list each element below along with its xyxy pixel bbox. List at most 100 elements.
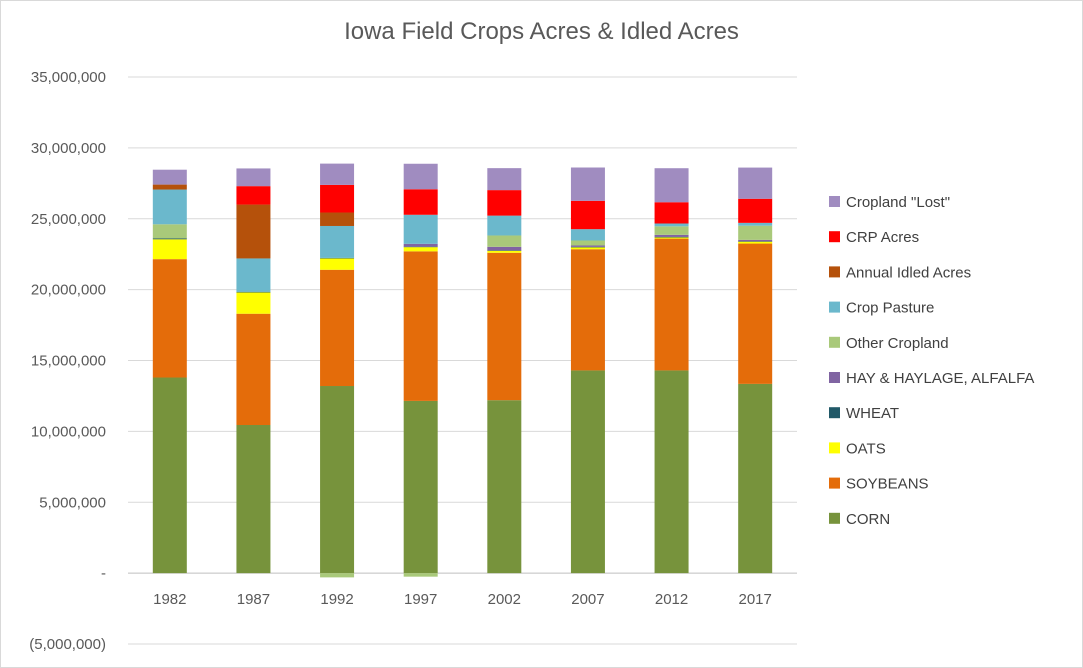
y-tick-label: 5,000,000 [39, 494, 106, 511]
bar-segment [487, 215, 522, 236]
bar-segment [570, 370, 605, 574]
bar-segment [738, 222, 773, 226]
chart-title: Iowa Field Crops Acres & Idled Acres [344, 18, 739, 45]
bar-segment [152, 377, 187, 574]
bar-segment [152, 238, 187, 240]
bar-segment [403, 246, 438, 248]
bar-segment [236, 292, 271, 314]
bar-segment [236, 291, 271, 293]
bar-segment [487, 250, 522, 251]
legend-swatch [829, 266, 840, 278]
bar-segment [152, 169, 187, 185]
x-tick-label: 1982 [153, 591, 186, 608]
bar-segment [403, 247, 438, 252]
bar-segment [654, 370, 689, 574]
legend-swatch [829, 301, 840, 313]
bar-segment [570, 200, 605, 230]
legend: Cropland "Lost" CRP Acres Annual Idled Acr… [829, 194, 1034, 528]
bar-segment [236, 204, 271, 259]
bar-segment [738, 243, 773, 384]
y-tick-label: 20,000,000 [31, 282, 106, 299]
y-tick-label: 25,000,000 [31, 211, 106, 228]
legend-label: SOYBEANS [846, 476, 929, 493]
bar-segment [738, 198, 773, 223]
bar-segment [403, 251, 438, 401]
bar-segment [570, 246, 605, 248]
bar-segment [654, 202, 689, 224]
x-tick-label: 1997 [404, 591, 437, 608]
legend-label: Cropland "Lost" [846, 194, 950, 211]
bar-segment [320, 258, 355, 270]
bar-segment [236, 424, 271, 574]
bar-segment [487, 252, 522, 401]
y-tick-label: 10,000,000 [31, 423, 106, 440]
bar-segment [487, 235, 522, 247]
legend-swatch [829, 196, 840, 207]
legend-label: CORN [846, 511, 890, 528]
legend-item: OATS [829, 440, 886, 457]
bar-segment [570, 247, 605, 250]
x-tick-label: 2012 [655, 591, 688, 608]
bar-segment [570, 167, 605, 201]
bar-segment [320, 386, 355, 574]
bar-segment [236, 186, 271, 205]
bar-segment [152, 184, 187, 190]
bar-segment [236, 258, 271, 292]
bar-segment [320, 163, 355, 185]
bar-segment [487, 168, 522, 191]
legend-item: Other Cropland [829, 335, 949, 352]
legend-label: Annual Idled Acres [846, 264, 971, 281]
legend-item: Annual Idled Acres [829, 264, 971, 281]
bar-segment [738, 241, 773, 244]
bar-segment [487, 250, 522, 253]
legend-item: CRP Acres [829, 229, 919, 246]
legend-swatch [829, 231, 840, 243]
legend-swatch [829, 477, 840, 489]
x-tick-label: 1992 [320, 591, 353, 608]
legend-item: HAY & HAYLAGE, ALFALFA [829, 370, 1034, 387]
legend-label: HAY & HAYLAGE, ALFALFA [846, 370, 1034, 387]
x-axis-tick-labels: 1982 1987 1992 1997 2002 2007 2012 2017 [153, 591, 772, 608]
legend-item: WHEAT [829, 405, 899, 422]
bar-segment [487, 246, 522, 251]
x-tick-label: 1987 [237, 591, 270, 608]
bar-segment [654, 238, 689, 371]
legend-label: OATS [846, 440, 886, 457]
y-tick-label: (5,000,000) [29, 636, 106, 653]
bar-segment [320, 212, 355, 226]
legend-swatch [829, 512, 840, 524]
bar-segment [236, 168, 271, 187]
bar-segment [320, 269, 355, 387]
bar-segment [320, 184, 355, 213]
y-tick-label: 30,000,000 [31, 140, 106, 157]
legend-item: SOYBEANS [829, 476, 929, 493]
bar-segment [570, 249, 605, 371]
legend-item: Cropland "Lost" [829, 194, 950, 211]
legend-swatch [829, 372, 840, 383]
bar-segment [654, 237, 689, 239]
bar-segment [320, 573, 355, 578]
x-tick-label: 2017 [739, 591, 772, 608]
bar-segment [570, 240, 605, 246]
bar-segment [738, 167, 773, 199]
bar-segment [654, 234, 689, 237]
x-tick-label: 2002 [488, 591, 521, 608]
bars [152, 163, 773, 578]
bar-segment [320, 225, 355, 258]
gridlines [128, 76, 797, 645]
bar-segment [152, 239, 187, 260]
legend-item: CORN [829, 511, 890, 528]
bar-segment [570, 245, 605, 247]
bar-segment [403, 573, 438, 577]
y-tick-label: 15,000,000 [31, 353, 106, 370]
bar-segment [320, 257, 355, 259]
bar-segment [654, 226, 689, 235]
bar-segment [654, 236, 689, 238]
bar-segment [654, 168, 689, 203]
bar-segment [236, 313, 271, 425]
bar-segment [403, 214, 438, 244]
y-tick-label: 35,000,000 [31, 69, 106, 86]
bar-segment [152, 189, 187, 225]
legend-swatch [829, 442, 840, 454]
